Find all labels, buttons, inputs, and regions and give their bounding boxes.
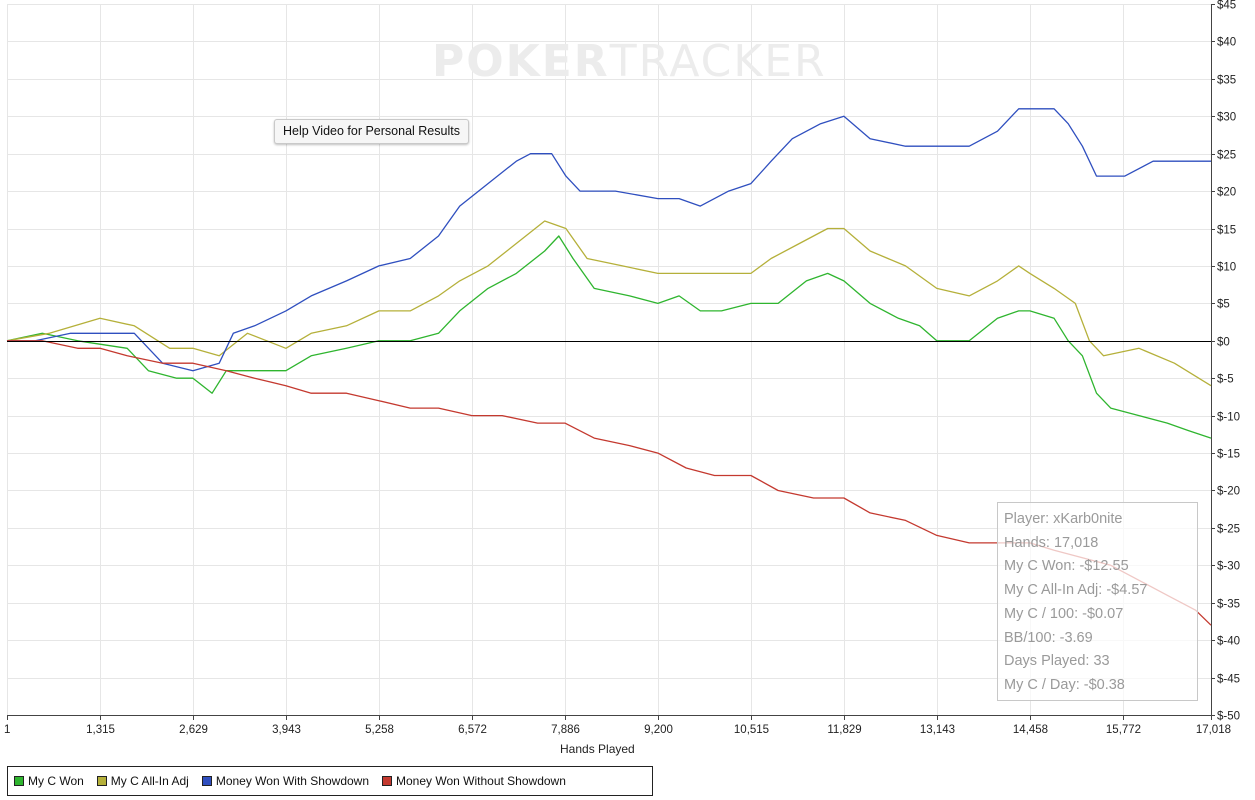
- help-video-button[interactable]: Help Video for Personal Results: [274, 119, 469, 144]
- legend-label-won: My C Won: [28, 774, 84, 788]
- watermark-light: TRACKER: [609, 36, 827, 87]
- y-tick-label: $30: [1217, 112, 1236, 124]
- legend-label-non-showdown: Money Won Without Showdown: [396, 774, 566, 788]
- x-tick-label: 2,629: [179, 724, 208, 736]
- watermark-bold: POKER: [432, 36, 610, 87]
- y-tick-label: $-45: [1217, 674, 1240, 686]
- legend-item-allin-adj[interactable]: My C All-In Adj: [96, 774, 189, 788]
- y-tick-label: $45: [1217, 0, 1236, 12]
- x-tick-label: 3,943: [272, 724, 301, 736]
- legend-swatch-showdown: [201, 776, 212, 786]
- info-per-day: My C / Day: -$0.38: [1004, 676, 1125, 693]
- legend-item-showdown[interactable]: Money Won With Showdown: [201, 774, 370, 788]
- y-tick-label: $25: [1217, 150, 1236, 162]
- y-tick-label: $20: [1217, 187, 1236, 199]
- legend-item-non-showdown[interactable]: Money Won Without Showdown: [382, 774, 566, 788]
- series-line-my-c-won: [6, 235, 1212, 439]
- info-player: Player: xKarb0nite: [1004, 511, 1123, 527]
- info-hands: Hands: 17,018: [1004, 534, 1099, 551]
- x-tick-label: 10,515: [734, 724, 769, 736]
- legend-label-allin-adj: My C All-In Adj: [110, 774, 189, 788]
- y-tick-label: $35: [1217, 75, 1236, 87]
- y-tick-label: $0: [1217, 337, 1230, 349]
- series-line-my-c-all-in-adj: [6, 220, 1212, 387]
- y-tick-label: $15: [1217, 225, 1236, 237]
- y-tick-label: $10: [1217, 262, 1236, 274]
- info-days-played: Days Played: 33: [1004, 653, 1110, 670]
- y-tick-label: $5: [1217, 299, 1230, 311]
- info-won: My C Won: -$12.55: [1004, 558, 1129, 575]
- x-tick-label: 9,200: [644, 724, 673, 736]
- x-tick-label: 15,772: [1106, 724, 1141, 736]
- info-allin-adj: My C All-In Adj: -$4.57: [1004, 582, 1148, 599]
- x-axis-ticks: 1 1,315 2,629 3,943 5,258 6,572 7,886 9,200 10,5…: [4, 715, 1231, 736]
- info-bb-100: BB/100: -3.69: [1004, 629, 1093, 646]
- x-tick-label: 1,315: [86, 724, 115, 736]
- pokertracker-watermark: POKERTRACKER: [432, 36, 827, 87]
- y-tick-label: $40: [1217, 37, 1236, 49]
- y-tick-label: $-10: [1217, 412, 1240, 424]
- legend: My C Won My C All-In Adj Money Won With …: [7, 766, 653, 796]
- legend-label-showdown: Money Won With Showdown: [215, 774, 370, 788]
- y-tick-label: $-40: [1217, 636, 1240, 648]
- y-tick-label: $-15: [1217, 449, 1240, 461]
- y-tick-label: $-50: [1217, 711, 1240, 723]
- x-tick-label: 1: [4, 724, 10, 736]
- x-tick-label: 6,572: [458, 724, 487, 736]
- y-tick-label: $-20: [1217, 486, 1240, 498]
- legend-swatch-won: [14, 776, 24, 786]
- y-tick-label: $-25: [1217, 524, 1240, 536]
- y-tick-label: $-30: [1217, 561, 1240, 573]
- legend-swatch-allin-adj: [96, 776, 107, 786]
- y-tick-label: $-35: [1217, 599, 1240, 611]
- x-tick-label: 13,143: [920, 724, 955, 736]
- info-per-100: My C / 100: -$0.07: [1004, 605, 1124, 622]
- x-tick-label: 5,258: [365, 724, 394, 736]
- x-tick-label: 17,018: [1196, 724, 1231, 736]
- series-line-money-won-with-showdown: [7, 108, 1211, 372]
- stats-info-box: Player: xKarb0nite Hands: 17,018 My C Wo…: [997, 502, 1198, 701]
- x-tick-label: 11,829: [827, 724, 861, 736]
- y-tick-label: $-5: [1217, 374, 1234, 386]
- y-axis-ticks: $45 $40 $35 $30 $25 $20 $15 $10 $5 $0 $-5 $-10 $-15 $…: [1211, 0, 1240, 723]
- legend-swatch-non-showdown: [382, 776, 393, 786]
- x-axis-title: Hands Played: [560, 742, 635, 756]
- legend-item-won[interactable]: My C Won: [14, 774, 84, 788]
- x-tick-label: 14,458: [1013, 724, 1048, 736]
- x-tick-label: 7,886: [551, 724, 580, 736]
